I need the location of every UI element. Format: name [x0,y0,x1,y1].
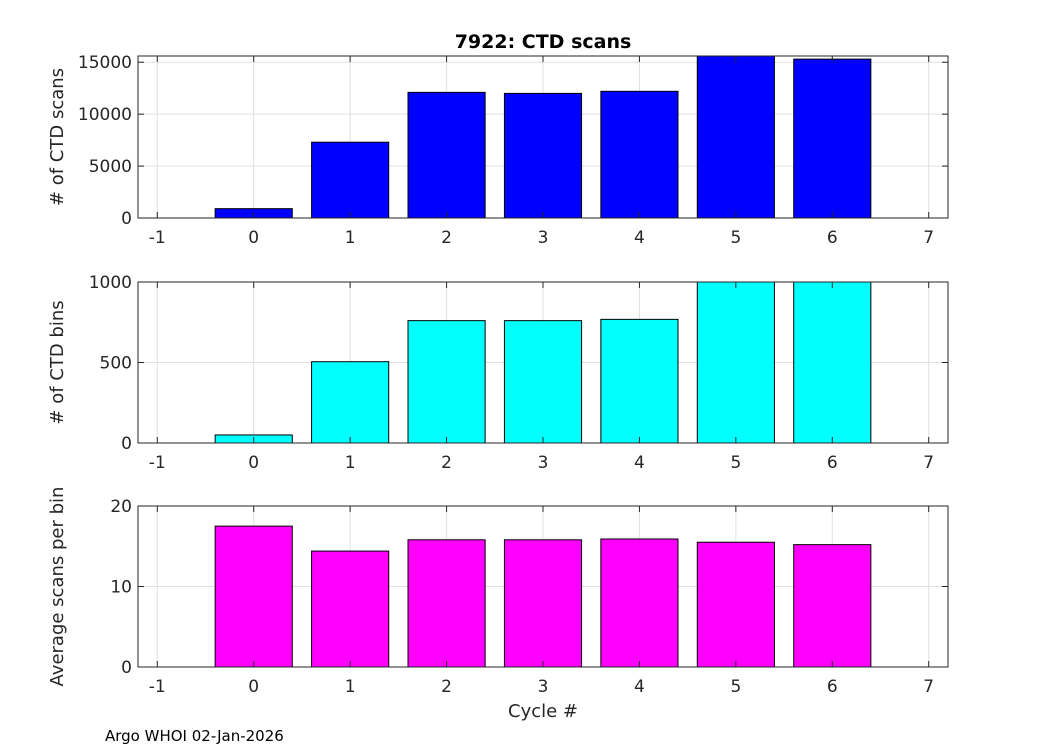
bar-cycle-1 [311,141,390,219]
bar-cycle-2 [407,91,486,219]
chart-title: 7922: CTD scans [455,31,632,53]
y-axis-label: # of CTD scans [47,68,68,206]
x-tick-label: 2 [441,453,452,473]
bar-cycle-5 [696,541,775,668]
x-tick-label: 0 [248,228,259,248]
bar-cycle-2 [407,539,486,668]
x-tick-label: 1 [345,453,356,473]
bar-cycle-5 [696,281,775,444]
bar-cycle-4 [600,318,679,444]
y-tick-label: 0 [121,658,132,678]
chart-panel-2: -1 0 1 2 3 4 5 6 7 0 500 1000 # of CTD bins [47,273,949,473]
footer-credit: Argo WHOI 02-Jan-2026 [105,727,284,745]
x-tick-label: -1 [149,453,166,473]
x-tick-label: 3 [538,677,549,697]
x-tick-label: 3 [538,228,549,248]
x-tick-label: 5 [730,453,741,473]
y-axis-label: # of CTD bins [47,300,68,424]
bar-cycle-5 [696,55,775,219]
y-tick-label: 20 [110,497,132,517]
x-tick-label: 7 [923,453,934,473]
bar-cycle-0 [214,525,293,668]
x-tick-label: 7 [923,228,934,248]
bar-cycle-6 [793,544,872,668]
y-tick-label: 0 [121,209,132,229]
x-tick-label: -1 [149,228,166,248]
y-tick-label: 1000 [89,273,132,293]
bar-cycle-4 [600,538,679,668]
x-tick-label: 2 [441,228,452,248]
x-tick-label: -1 [149,677,166,697]
bar-cycle-2 [407,320,486,444]
x-tick-label: 0 [248,453,259,473]
chart-panel-1: -1 0 1 2 3 4 5 6 7 0 5000 10000 15000 # of CTD scans 7… [47,31,949,248]
x-tick-label: 4 [634,677,645,697]
y-tick-label: 10 [110,578,132,598]
y-tick-label: 5000 [89,157,132,177]
x-tick-label: 5 [730,228,741,248]
x-tick-label: 7 [923,677,934,697]
x-tick-label: 4 [634,453,645,473]
x-tick-label: 4 [634,228,645,248]
y-axis-label: Average scans per bin [47,487,68,687]
x-tick-label: 2 [441,677,452,697]
bar-cycle-6 [793,58,872,219]
y-tick-label: 15000 [78,53,132,73]
x-tick-label: 1 [345,228,356,248]
bar-cycle-3 [503,539,583,668]
x-tick-label: 6 [827,228,838,248]
bar-cycle-3 [503,92,583,219]
x-tick-label: 6 [827,453,838,473]
bar-cycle-1 [311,361,390,444]
chart-panel-3: -1 0 1 2 3 4 5 6 7 0 10 20 Average scans per bin Cycl… [47,487,949,722]
x-axis-label: Cycle # [508,701,578,722]
y-tick-label: 500 [100,354,132,374]
x-tick-label: 1 [345,677,356,697]
bar-cycle-1 [311,550,390,668]
y-tick-label: 0 [121,434,132,454]
x-tick-label: 6 [827,677,838,697]
bar-cycle-3 [503,320,583,444]
x-tick-label: 0 [248,677,259,697]
bar-cycle-4 [600,90,679,219]
x-tick-label: 3 [538,453,549,473]
bar-cycle-6 [793,281,872,444]
x-tick-label: 5 [730,677,741,697]
y-tick-label: 10000 [78,105,132,125]
